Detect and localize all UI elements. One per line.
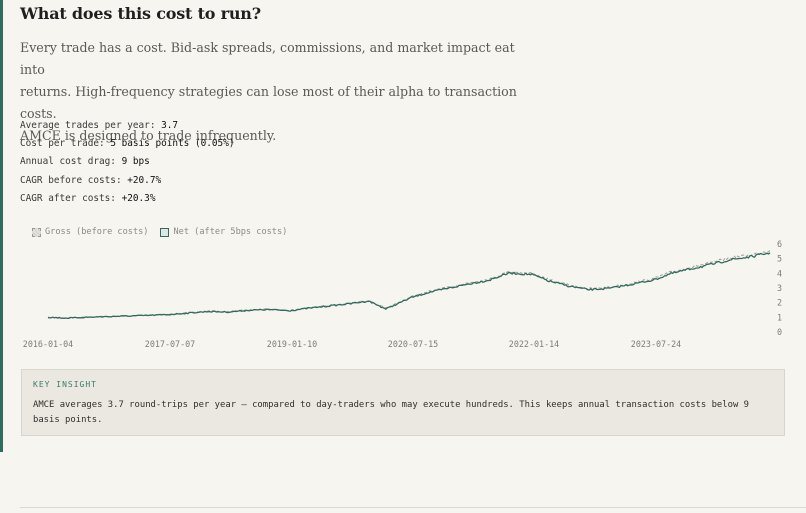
x-tick-label: 2023-07-24 [631, 339, 681, 349]
x-tick-label: 2022-01-14 [509, 339, 559, 349]
stat-cagr-before: CAGR before costs: +20.7% [20, 172, 235, 190]
chart-legend: Gross (before costs) Net (after 5bps cos… [32, 227, 299, 237]
x-tick-label: 2020-07-15 [388, 339, 438, 349]
net-series-line [47, 252, 771, 320]
stat-annual-drag: Annual cost drag: 9 bps [20, 153, 235, 171]
y-tick-label: 3 [777, 283, 782, 293]
y-tick-label: 0 [777, 327, 782, 337]
y-tick-label: 5 [777, 254, 782, 264]
equity-curve-chart: 0 1 2 3 4 5 6 2016-01-04 2017-07-07 2019-01-10 202… [23, 239, 782, 349]
key-insight-box: KEY INSIGHT AMCE averages 3.7 round-trip… [21, 369, 785, 436]
stat-cost-per-trade: Cost per trade: 5 basis points (0.05%) [20, 135, 235, 153]
section-title: What does this cost to run? [20, 4, 261, 23]
paragraph-line: returns. High-frequency strategies can l… [20, 84, 517, 121]
legend-gross[interactable]: Gross (before costs) [32, 227, 148, 237]
stat-avg-trades: Average trades per year: 3.7 [20, 117, 235, 135]
gross-series-line [47, 250, 771, 319]
y-tick-label: 4 [777, 268, 782, 278]
insight-text: AMCE averages 3.7 round-trips per year —… [33, 400, 749, 425]
bottom-divider [20, 507, 806, 508]
cost-stats-list: Average trades per year: 3.7 Cost per tr… [20, 117, 235, 208]
legend-gross-label: Gross (before costs) [45, 227, 149, 237]
legend-net-label: Net (after 5bps costs) [173, 227, 288, 237]
y-tick-label: 1 [777, 312, 782, 322]
y-tick-label: 6 [777, 239, 782, 249]
stat-value: 3.7 [161, 120, 179, 131]
x-tick-label: 2016-01-04 [23, 339, 73, 349]
accent-bar [0, 0, 3, 452]
section-paragraph: Every trade has a cost. Bid-ask spreads,… [20, 37, 540, 147]
legend-net[interactable]: Net (after 5bps costs) [160, 227, 287, 237]
insight-label: KEY INSIGHT [33, 380, 97, 389]
stat-value: +20.7% [127, 174, 162, 186]
stat-label: Average trades per year: [20, 120, 162, 131]
y-tick-label: 2 [777, 298, 782, 308]
stat-value: 5 basis points (0.05%) [110, 138, 235, 150]
x-tick-label: 2017-07-07 [145, 339, 195, 349]
paragraph-line: Every trade has a cost. Bid-ask spreads,… [20, 40, 515, 77]
stat-cagr-after: CAGR after costs: +20.3% [20, 190, 235, 208]
net-swatch-icon [160, 227, 170, 237]
stat-label: Cost per trade: [20, 138, 111, 150]
stat-value: +20.3% [121, 192, 156, 204]
paragraph-line: AMCE is designed to trade infrequently. [20, 128, 277, 143]
stat-label: Annual cost drag: [20, 156, 122, 168]
stat-value: 9 bps [121, 156, 150, 168]
stat-label: CAGR after costs: [20, 192, 122, 204]
x-tick-label: 2019-01-10 [267, 339, 317, 349]
stat-label: CAGR before costs: [20, 174, 128, 186]
gross-swatch-icon [32, 227, 41, 237]
